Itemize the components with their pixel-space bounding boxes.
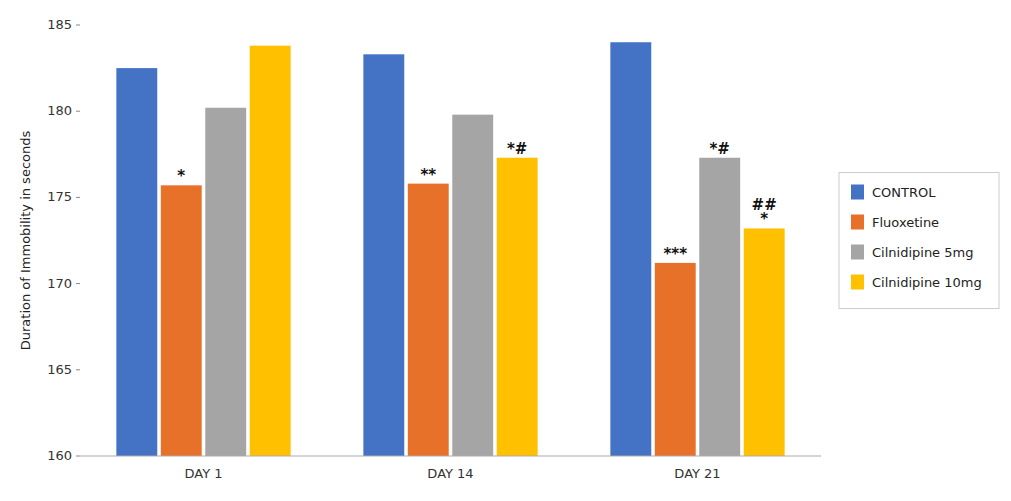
legend-swatch — [851, 245, 864, 260]
bar — [699, 158, 740, 456]
legend-label: Fluoxetine — [872, 215, 939, 230]
x-tick-label: DAY 21 — [674, 466, 720, 481]
legend-swatch — [851, 215, 864, 230]
bar — [610, 42, 651, 456]
x-axis-line — [80, 456, 821, 457]
bar — [655, 263, 696, 456]
y-tick-label: 185 — [47, 17, 72, 32]
annotation: *** — [663, 245, 687, 263]
annotation: ** — [420, 166, 436, 184]
x-tick-label: DAY 14 — [427, 466, 473, 481]
y-tick-label: 165 — [47, 362, 72, 377]
legend-label: Cilnidipine 10mg — [872, 275, 982, 290]
bar — [452, 115, 493, 456]
y-tick-label: 160 — [47, 448, 72, 463]
y-tick — [76, 111, 80, 112]
y-tick — [76, 456, 80, 457]
bar — [161, 185, 202, 456]
legend-frame — [839, 173, 999, 309]
bars — [116, 42, 784, 456]
bar — [497, 158, 538, 456]
legend-label: CONTROL — [872, 185, 936, 200]
legend: CONTROL Fluoxetine Cilnidipine 5mg Cilnidip… — [839, 173, 999, 309]
y-tick — [76, 25, 80, 26]
bar — [363, 54, 404, 456]
x-tick-label: DAY 1 — [184, 466, 222, 481]
bar — [205, 108, 246, 456]
chart-svg: 160 165 170 175 180 185 Duration of Immobility… — [0, 0, 1011, 501]
legend-swatch — [851, 275, 864, 290]
bar — [250, 46, 291, 456]
annotation: * — [177, 167, 185, 185]
y-tick — [76, 369, 80, 370]
bar — [116, 68, 157, 456]
y-tick-label: 180 — [47, 103, 72, 118]
annotation: *# — [507, 140, 527, 158]
annotation: * — [760, 210, 768, 228]
legend-label: Cilnidipine 5mg — [872, 245, 973, 260]
legend-swatch — [851, 185, 864, 200]
y-tick — [76, 283, 80, 284]
y-tick — [76, 197, 80, 198]
chart-container: 160 165 170 175 180 185 Duration of Immobility… — [0, 0, 1011, 501]
bar — [408, 184, 449, 456]
y-axis-label: Duration of Immobility in seconds — [18, 131, 33, 351]
y-tick-label: 175 — [47, 189, 72, 204]
y-tick-label: 170 — [47, 276, 72, 291]
annotation: *# — [710, 140, 730, 158]
bar — [744, 228, 785, 456]
